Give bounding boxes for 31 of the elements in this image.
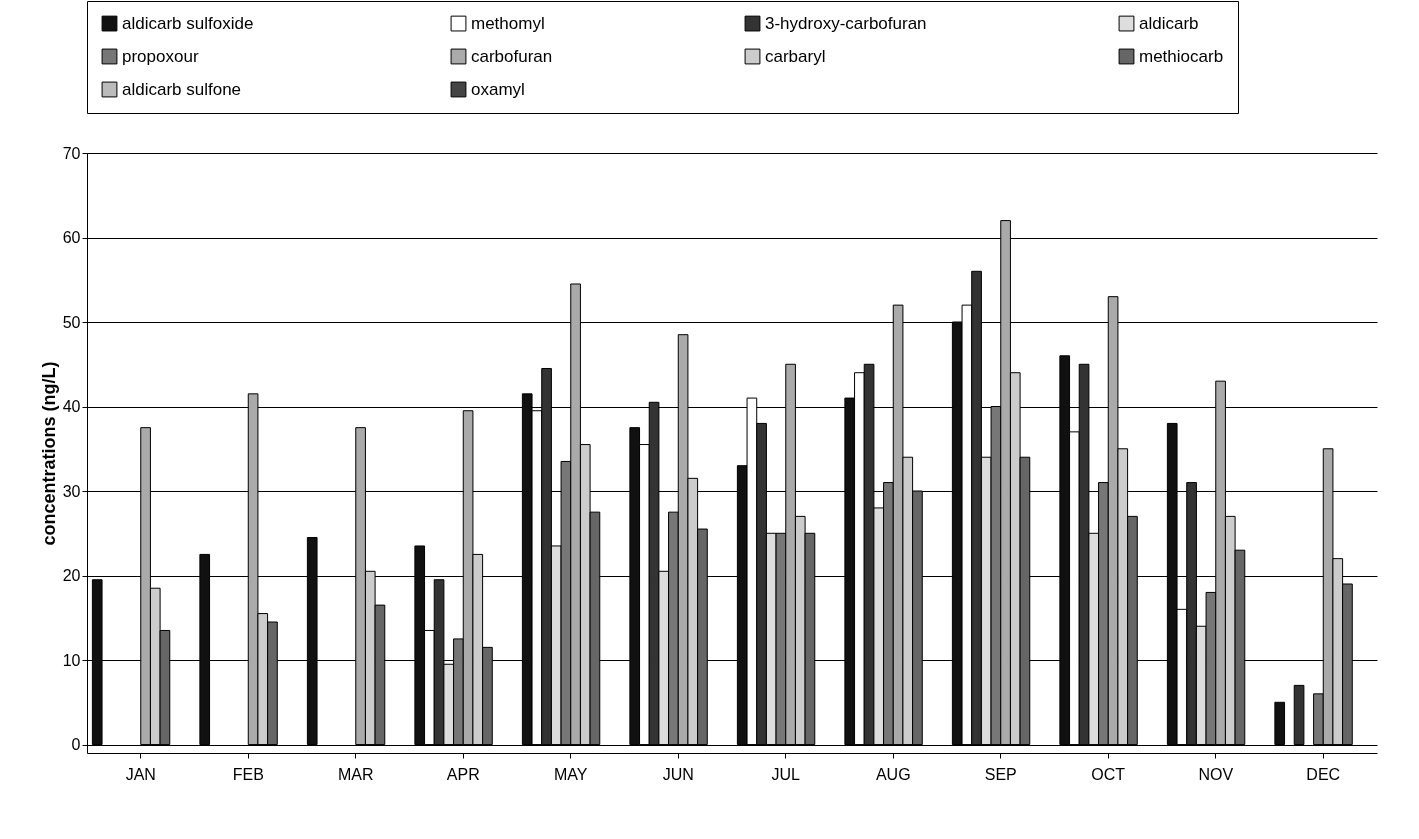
x-tick-label: NOV — [1198, 765, 1234, 783]
legend-label: aldicarb — [1139, 13, 1199, 33]
y-tick-label: 60 — [62, 229, 81, 247]
legend-label: aldicarb sulfoxide — [122, 13, 254, 33]
legend-label: methiocarb — [1139, 46, 1224, 66]
legend-label: 3-hydroxy-carbofuran — [765, 13, 927, 33]
y-tick-label: 50 — [62, 313, 81, 331]
y-tick-label: 70 — [62, 144, 81, 162]
x-tick-label: APR — [446, 765, 480, 783]
legend-label: carbaryl — [765, 46, 826, 66]
x-tick-label: MAY — [554, 765, 588, 783]
x-tick-label: DEC — [1306, 765, 1341, 783]
x-tick-label: SEP — [984, 765, 1017, 783]
legend-label: methomyl — [471, 13, 545, 33]
x-tick-label: OCT — [1091, 765, 1126, 783]
y-axis-title: concentrations (ng/L) — [38, 361, 59, 546]
x-tick-label: AUG — [875, 765, 911, 783]
x-tick-label: JUL — [771, 765, 801, 783]
y-tick-label: 30 — [62, 482, 81, 500]
y-tick-label: 40 — [62, 398, 81, 416]
legend-label: oxamyl — [471, 79, 525, 99]
legend-label: aldicarb sulfone — [122, 79, 242, 99]
legend-label: carbofuran — [471, 46, 553, 66]
x-tick-label: JAN — [125, 765, 156, 783]
y-tick-label: 0 — [71, 736, 81, 754]
x-tick-label: FEB — [232, 765, 264, 783]
x-tick-label: MAR — [337, 765, 374, 783]
y-tick-label: 20 — [62, 567, 81, 585]
legend-label: propoxour — [122, 46, 199, 66]
x-tick-label: JUN — [662, 765, 694, 783]
y-tick-label: 10 — [62, 651, 81, 669]
